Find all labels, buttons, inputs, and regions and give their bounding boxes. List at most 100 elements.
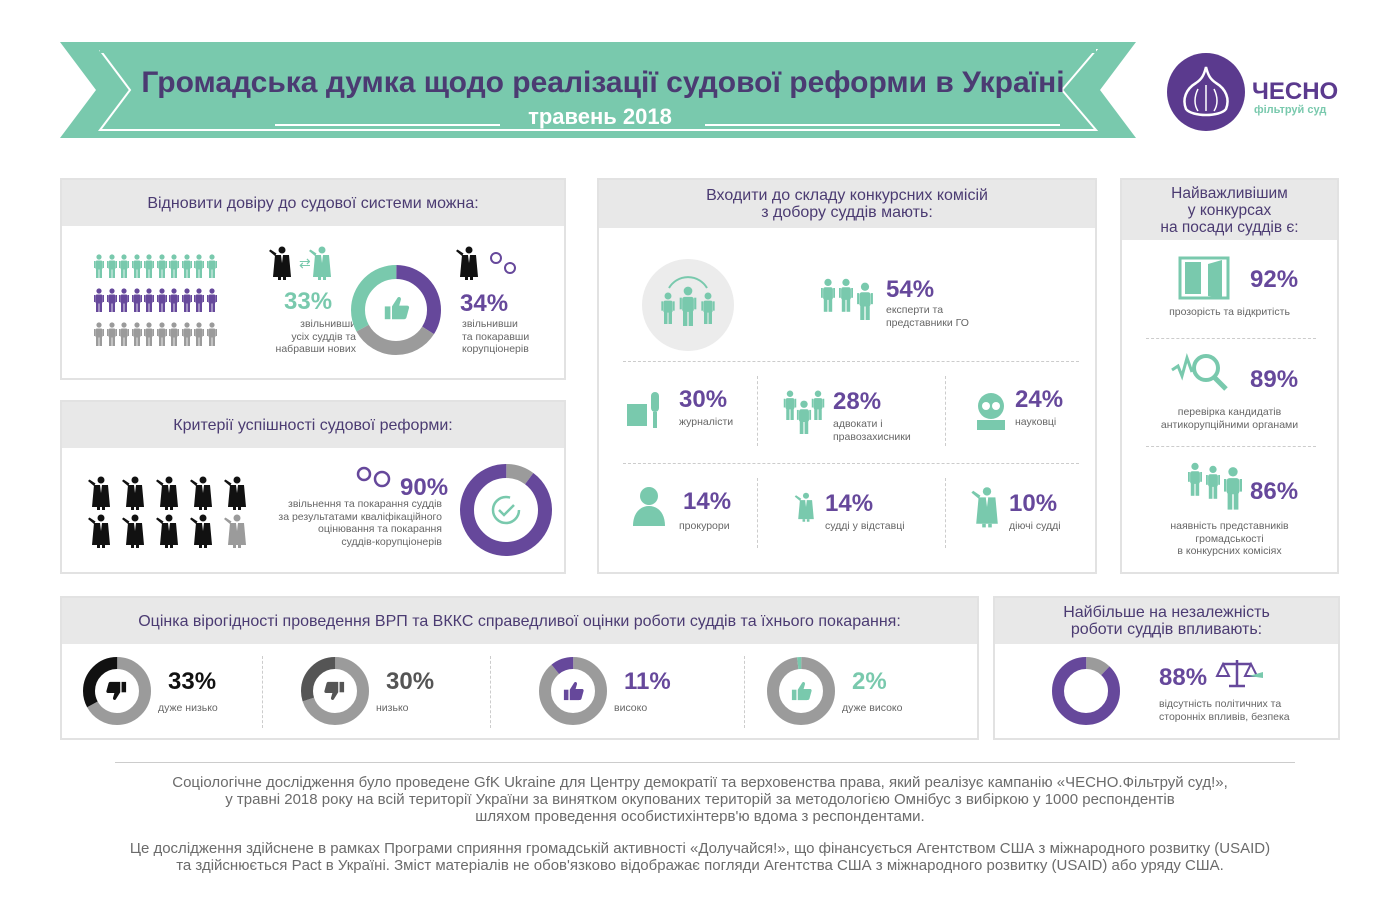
credibility-title: Оцінка вірогідності проведення ВРП та ВК… — [62, 598, 977, 644]
person-icon — [181, 254, 192, 278]
criteria-panel: Критерії успішності судової реформи: 90%… — [60, 400, 566, 574]
judge-replace-icon: ⇄ — [269, 246, 331, 280]
credibility-value: 2% — [852, 668, 887, 695]
donut-segment — [83, 657, 151, 725]
person-icon — [169, 288, 179, 312]
judge-handcuffs-icon — [456, 246, 516, 280]
trust-left-value: 33% — [284, 288, 333, 315]
lawyers-value: 28% — [833, 388, 882, 415]
independence-donut-chart — [1052, 657, 1120, 725]
footer-divider — [115, 762, 1295, 763]
important-title: Найважливішим у конкурсах на посади судд… — [1122, 180, 1337, 240]
scales-icon — [1215, 660, 1263, 688]
person-icon — [181, 322, 192, 346]
independence-title: Найбільше на незалежність роботи суддів … — [995, 598, 1338, 644]
important-panel: Найважливішим у конкурсах на посади судд… — [1120, 178, 1339, 574]
credibility-label: низько — [376, 702, 409, 714]
person-icon — [94, 288, 104, 312]
judge-icon — [88, 514, 110, 548]
transparency-label: прозорість та відкритість — [1169, 306, 1290, 318]
person-icon — [144, 288, 154, 312]
person-icon — [94, 254, 104, 278]
donut-segment — [539, 657, 607, 725]
credibility-value: 30% — [386, 668, 435, 695]
person-icon — [194, 254, 204, 278]
person-icon — [106, 288, 117, 312]
independence-value: 88% — [1159, 664, 1208, 691]
acting-judges-label: діючі судді — [1009, 520, 1061, 532]
transparency-value: 92% — [1250, 266, 1299, 293]
criteria-value: 90% — [400, 474, 449, 501]
trust-left-label: звільнивши усіх суддів та набравши нових — [275, 318, 356, 355]
public-reps-value: 86% — [1250, 478, 1299, 505]
donut-segment — [1052, 657, 1120, 725]
credibility-value: 33% — [168, 668, 217, 695]
journalist-icon — [627, 392, 659, 428]
person-icon — [206, 254, 217, 278]
thumbs-up-icon — [791, 682, 812, 701]
magnifier-check-icon — [1171, 353, 1228, 391]
title-banner — [60, 42, 1136, 138]
person-icon — [156, 322, 167, 346]
logo-tagline: фільтруй суд — [1254, 104, 1327, 116]
experts-label: експерти та представники ГО — [886, 304, 969, 329]
criteria-label: звільнення та покарання суддів за резуль… — [278, 498, 442, 548]
public-reps-label: наявність представників громадськості в … — [1170, 520, 1289, 557]
scientist-icon — [977, 393, 1005, 430]
credibility-panel: Оцінка вірогідності проведення ВРП та ВК… — [60, 596, 979, 740]
scientists-label: науковці — [1015, 416, 1057, 428]
judge-icon — [88, 476, 110, 510]
person-icon — [194, 288, 204, 312]
criteria-title: Критерії успішності судової реформи: — [62, 402, 564, 448]
open-door-icon — [1178, 256, 1230, 300]
thumbs-up-icon — [563, 682, 584, 701]
credibility-label: дуже високо — [842, 702, 903, 714]
person-icon — [119, 288, 129, 312]
donut-segment — [301, 657, 369, 725]
credibility-donut-chart — [83, 657, 151, 725]
retired-judges-label: судді у відставці — [825, 520, 905, 532]
commissions-title: Входити до складу конкурсних комісій з д… — [599, 180, 1095, 228]
person-icon — [106, 254, 117, 278]
donut-segment — [767, 657, 835, 725]
lawyers-icon — [783, 390, 825, 434]
person-icon — [131, 288, 142, 312]
person-icon — [144, 254, 154, 278]
trust-title: Відновити довіру до судової системи можн… — [62, 180, 564, 226]
page-title: Громадська думка щодо реалізації судової… — [141, 66, 1065, 99]
criteria-donut-chart — [460, 464, 552, 556]
judge-icon — [122, 476, 144, 510]
person-icon — [94, 322, 104, 346]
judge-icon — [122, 514, 144, 548]
prosecutors-value: 14% — [683, 488, 732, 515]
independence-label: відсутність політичних та сторонніх впли… — [1159, 698, 1290, 723]
judge-icon — [156, 514, 178, 548]
person-icon — [206, 288, 217, 312]
credibility-label: дуже низько — [158, 702, 218, 714]
independence-panel: Найбільше на незалежність роботи суддів … — [993, 596, 1340, 740]
donut-segment — [351, 265, 441, 355]
trust-right-value: 34% — [460, 290, 509, 317]
person-icon — [156, 288, 167, 312]
anticorruption-value: 89% — [1250, 366, 1299, 393]
handcuffs-icon — [356, 466, 391, 488]
judge-icon — [190, 514, 212, 548]
donut-segment — [351, 265, 441, 355]
person-icon — [119, 254, 129, 278]
prosecutors-label: прокурори — [679, 520, 730, 532]
credibility-donut-chart — [301, 657, 369, 725]
donut-segment — [460, 464, 552, 556]
credibility-donut-chart — [767, 657, 835, 725]
experts-value: 54% — [886, 276, 935, 303]
person-icon — [169, 254, 179, 278]
journalists-label: журналісти — [679, 416, 734, 428]
checkmark-icon — [491, 495, 521, 525]
public-reps-icon — [1188, 462, 1242, 510]
person-icon — [206, 322, 217, 346]
donut-segment — [767, 657, 835, 725]
person-icon — [181, 288, 192, 312]
logo-name: ЧЕСНО — [1252, 78, 1339, 105]
judge-icon — [224, 514, 246, 548]
thumbs-up-icon — [384, 296, 410, 320]
commissions-panel: Входити до складу конкурсних комісій з д… — [597, 178, 1097, 574]
